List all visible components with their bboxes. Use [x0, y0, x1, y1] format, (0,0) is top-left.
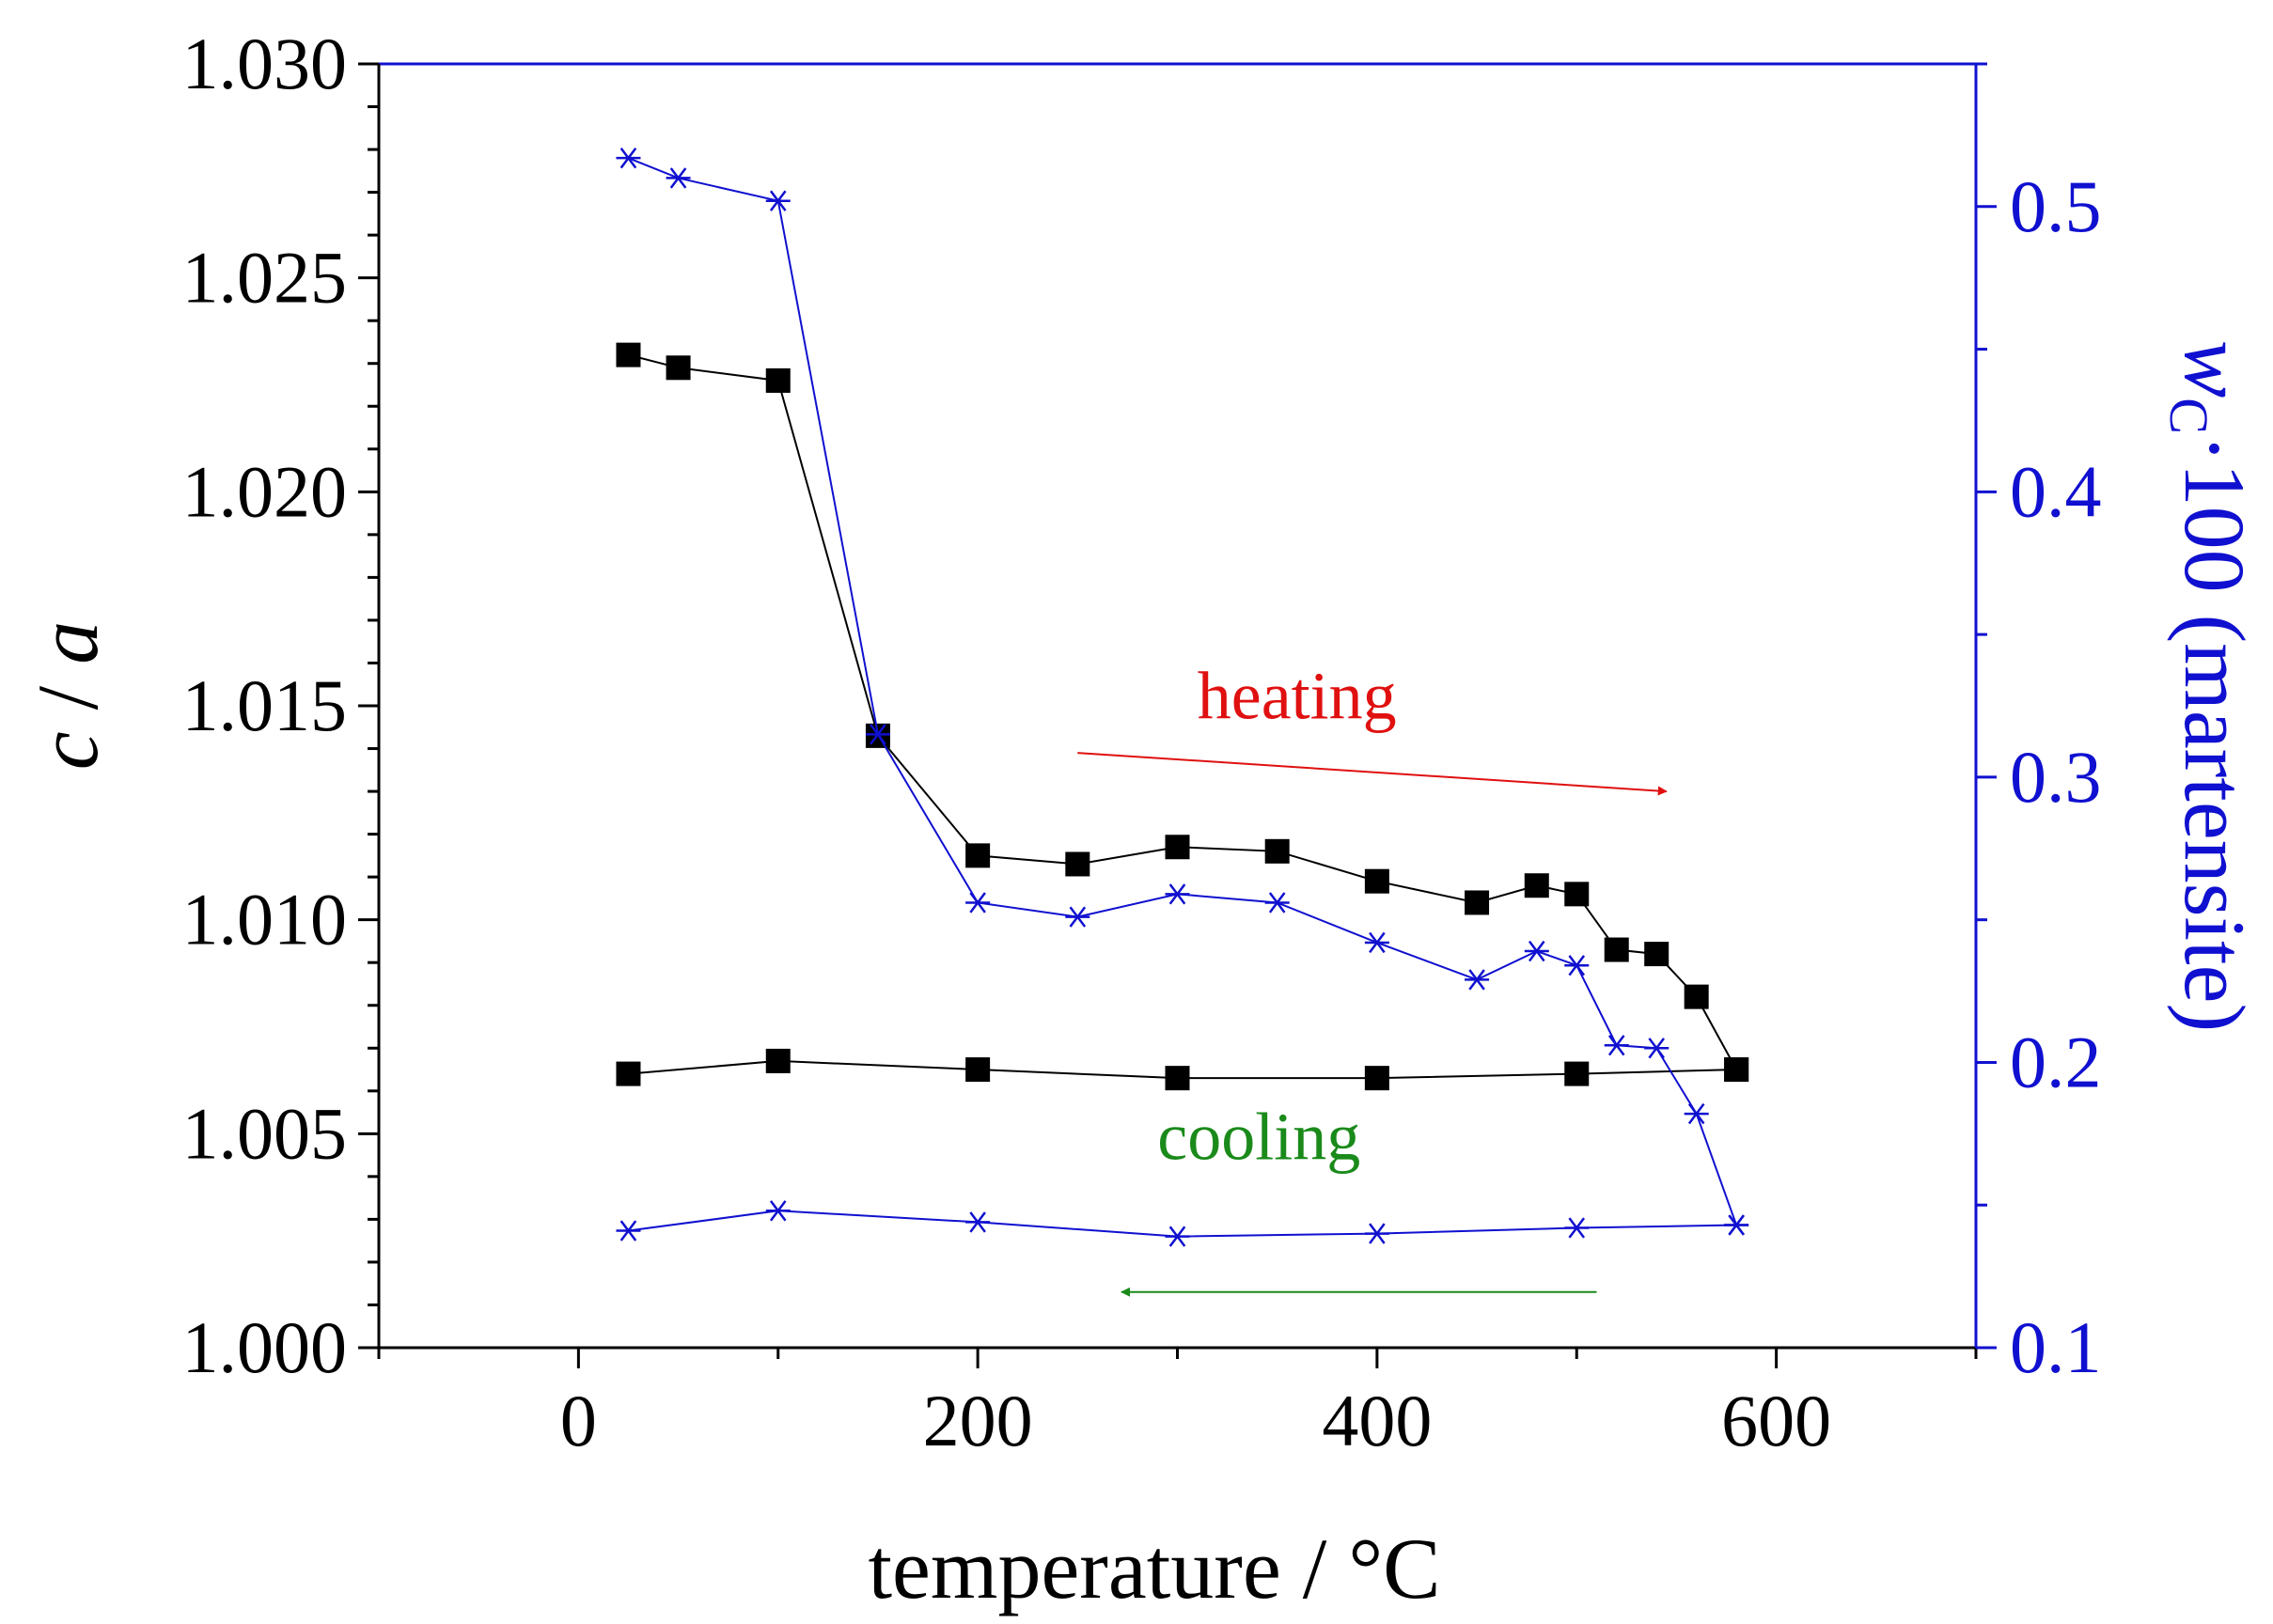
data-point-square — [1065, 851, 1090, 877]
left-y-axis-separator: / — [20, 664, 116, 732]
data-point-square — [1364, 868, 1389, 894]
data-point-square — [1465, 890, 1490, 915]
data-point-square — [965, 1057, 991, 1083]
data-point-asterisk — [616, 148, 641, 169]
data-point-square — [1564, 1061, 1590, 1086]
data-point-square — [1524, 873, 1549, 898]
axes — [358, 62, 1997, 1368]
data-point-square — [616, 342, 641, 367]
data-point-asterisk — [1684, 1102, 1709, 1125]
tick-labels: 0 200 400 600 1.000 1.005 1.010 1.015 1.020 1.025… — [182, 23, 2102, 1461]
series-line-c-a-heating — [628, 353, 1738, 1070]
x-tick-label: 600 — [1721, 1380, 1831, 1461]
right-y-tick-label: 0.4 — [2010, 450, 2102, 532]
data-point-square — [1264, 838, 1290, 864]
left-y-axis-var-a: a — [20, 621, 116, 664]
data-point-square — [1644, 942, 1669, 967]
data-point-square — [965, 843, 991, 868]
data-point-asterisk — [1724, 1214, 1749, 1236]
data-point-asterisk — [1065, 906, 1090, 928]
series-wc-heating — [616, 148, 1749, 1236]
data-point-asterisk — [765, 190, 791, 211]
series-c-a-cooling — [616, 1048, 1749, 1091]
data-point-square — [1364, 1066, 1389, 1091]
data-point-asterisk — [965, 1211, 991, 1233]
left-y-tick-label: 1.020 — [182, 450, 348, 532]
left-y-tick-label: 1.005 — [182, 1092, 348, 1174]
left-y-tick-label: 1.000 — [182, 1306, 348, 1388]
data-point-square — [1724, 1057, 1749, 1083]
data-point-asterisk — [1165, 883, 1190, 905]
data-point-square — [1604, 937, 1629, 962]
right-y-tick-label: 0.1 — [2010, 1306, 2102, 1388]
cooling-label: cooling — [1157, 1100, 1360, 1175]
left-y-tick-label: 1.025 — [182, 237, 348, 319]
data-point-asterisk — [1564, 1217, 1590, 1239]
data-point-asterisk — [865, 724, 890, 745]
data-point-square — [765, 367, 791, 393]
right-y-axis-title: wC·100 (martensite) — [2158, 340, 2263, 1032]
left-y-axis-var-c: c — [20, 731, 116, 770]
right-y-axis-subscript: C — [2158, 398, 2219, 434]
series-wc-cooling — [616, 1200, 1749, 1247]
data-point-square — [1165, 835, 1190, 860]
right-y-tick-label: 0.3 — [2010, 736, 2102, 818]
data-point-asterisk — [965, 892, 991, 914]
series-line-wc-heating — [628, 157, 1738, 1226]
data-point-square — [765, 1048, 791, 1073]
right-y-axis-var-w: w — [2167, 340, 2263, 398]
data-point-square — [1165, 1066, 1190, 1091]
x-tick-label: 200 — [923, 1380, 1033, 1461]
left-y-tick-label: 1.015 — [182, 664, 348, 746]
right-y-tick-label: 0.5 — [2010, 165, 2102, 247]
left-y-tick-label: 1.010 — [182, 879, 348, 960]
heating-label: heating — [1198, 659, 1397, 734]
annotations: heating cooling — [1077, 659, 1668, 1297]
series-layer — [616, 148, 1749, 1247]
data-point-square — [666, 355, 691, 381]
left-y-tick-label: 1.030 — [182, 23, 348, 104]
axis-ticks — [358, 62, 1997, 1368]
data-point-asterisk — [1644, 1038, 1669, 1059]
data-point-asterisk — [765, 1200, 791, 1222]
data-point-square — [1564, 882, 1590, 907]
data-point-asterisk — [1364, 1223, 1389, 1244]
data-point-asterisk — [1264, 892, 1290, 914]
data-point-square — [1684, 984, 1709, 1009]
x-axis-title: temperature / °C — [868, 1521, 1440, 1616]
data-point-asterisk — [1364, 931, 1389, 954]
data-point-asterisk — [1604, 1035, 1629, 1056]
x-tick-label: 0 — [560, 1380, 597, 1461]
data-point-asterisk — [1564, 955, 1590, 976]
data-point-asterisk — [666, 167, 691, 189]
data-point-asterisk — [1165, 1226, 1190, 1247]
left-y-axis-title: c / a — [20, 621, 116, 770]
data-point-asterisk — [1465, 969, 1490, 991]
data-point-asterisk — [616, 1220, 641, 1241]
x-tick-label: 400 — [1322, 1380, 1432, 1461]
heating-arrow — [1077, 752, 1668, 796]
data-point-asterisk — [1524, 940, 1549, 962]
data-point-square — [616, 1061, 641, 1086]
right-y-tick-label: 0.2 — [2010, 1021, 2102, 1102]
series-c-a-heating — [616, 342, 1749, 1083]
right-y-axis-rest: ·100 (martensite) — [2167, 434, 2263, 1032]
series-line-wc-cooling — [628, 1210, 1737, 1238]
